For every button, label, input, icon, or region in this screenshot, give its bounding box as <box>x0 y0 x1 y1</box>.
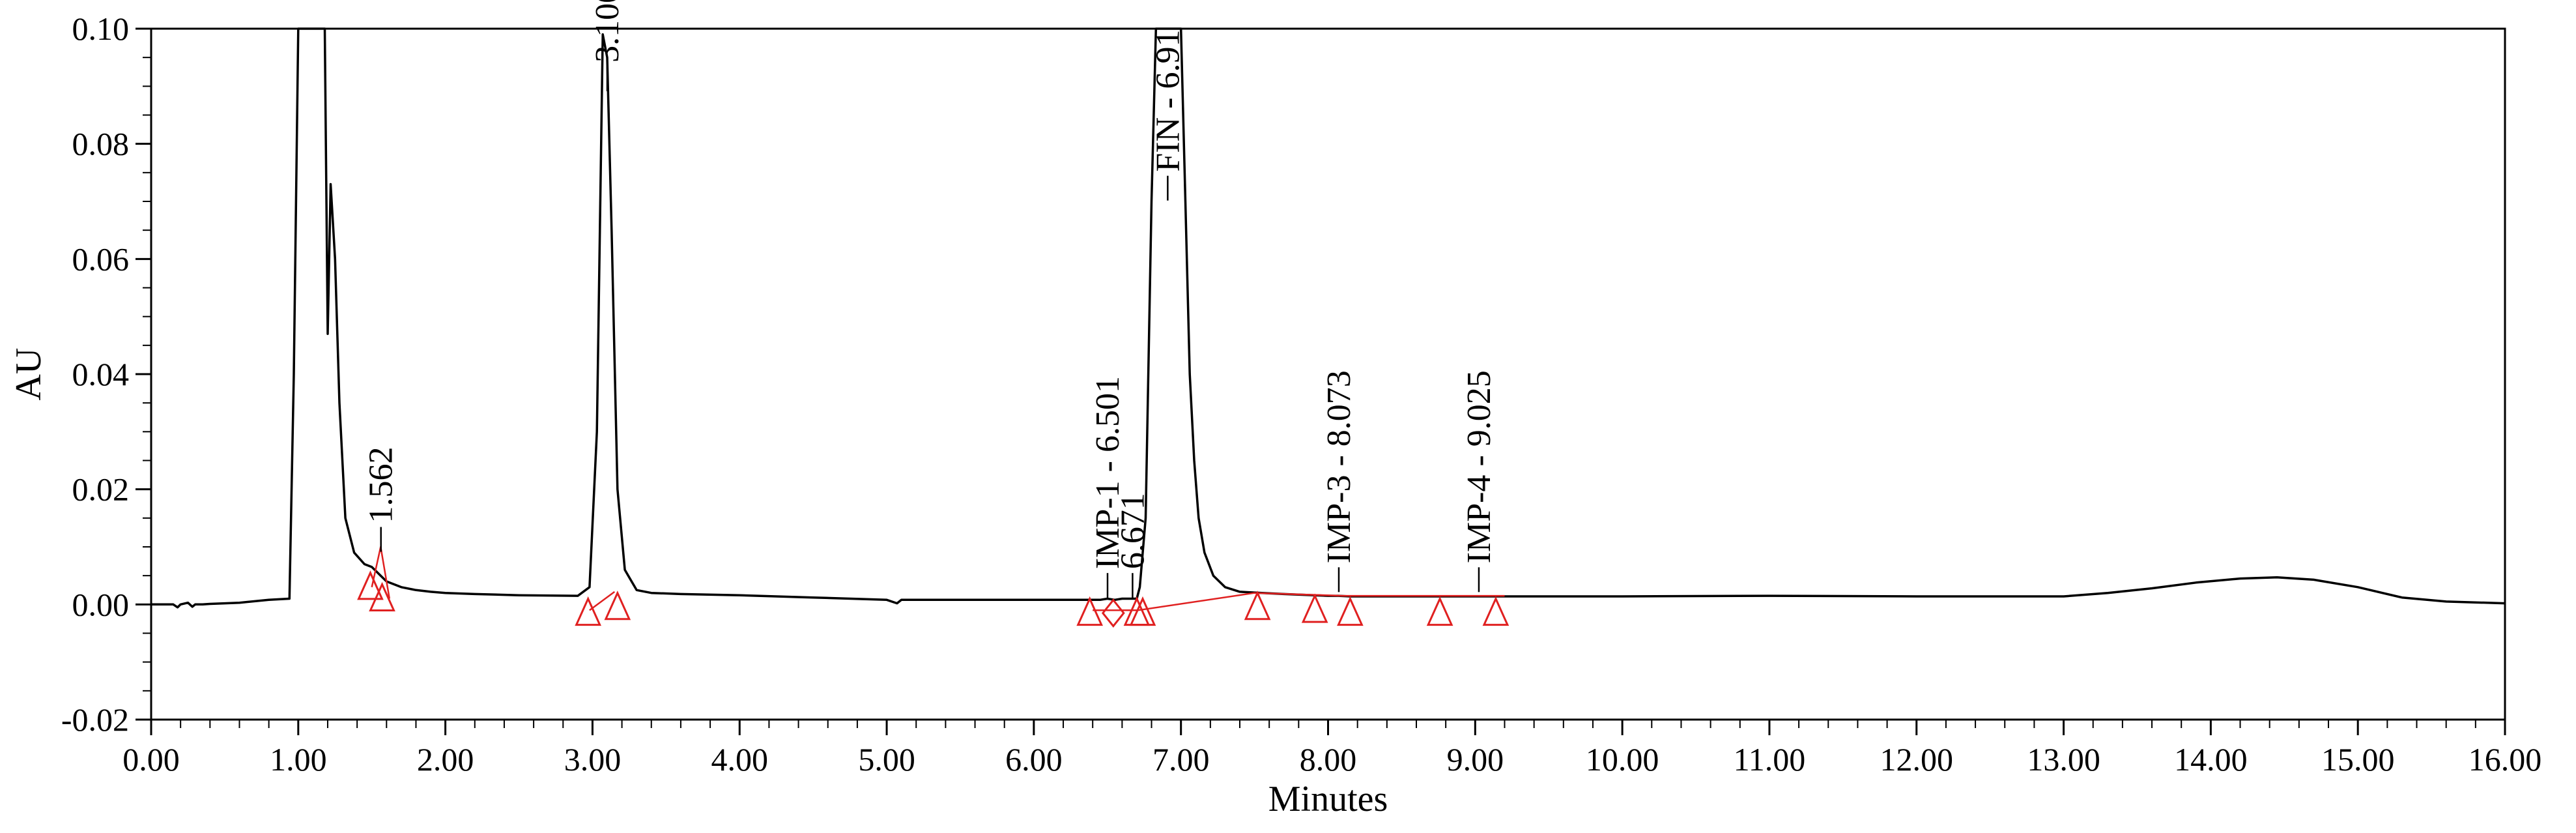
x-tick-label: 9.00 <box>1447 741 1504 778</box>
x-tick-label: 2.00 <box>417 741 474 778</box>
y-tick-label: 0.02 <box>72 471 130 508</box>
x-tick-label: 7.00 <box>1152 741 1210 778</box>
x-tick-label: 12.00 <box>1880 741 1954 778</box>
x-tick-label: 3.00 <box>564 741 622 778</box>
x-tick-label: 6.00 <box>1005 741 1063 778</box>
baseline-segment <box>1138 592 1505 611</box>
peak-label: IMP-4 - 9.025 <box>1461 370 1498 563</box>
x-tick-label: 16.00 <box>2469 741 2542 778</box>
y-axis-title: AU <box>8 348 49 401</box>
integration-triangle-marker <box>1129 596 1156 626</box>
y-tick-label: 0.04 <box>72 356 130 392</box>
x-tick-label: 1.00 <box>270 741 327 778</box>
x-tick-label: 0.00 <box>122 741 180 778</box>
axis-ticks: 0.00 1.00 2.00 3.00 4.00 5.00 6.00 7.00 8.00 9.00… <box>61 10 2541 778</box>
x-tick-label: 14.00 <box>2174 741 2248 778</box>
integration-triangle-marker <box>1076 596 1104 626</box>
x-tick-label: 11.00 <box>1734 741 1806 778</box>
y-tick-label: 0.06 <box>72 241 130 277</box>
integration-triangle-marker <box>357 570 384 600</box>
integration-triangle-marker <box>369 581 395 611</box>
x-tick-label: 8.00 <box>1300 741 1357 778</box>
integration-triangle-marker <box>1482 596 1510 626</box>
x-tick-label: 13.00 <box>2027 741 2100 778</box>
peak-label: 6.671 <box>1114 493 1151 569</box>
peak-label: 3.100 <box>589 0 626 63</box>
integration-triangle-marker <box>1301 593 1328 623</box>
integration-diamond-marker <box>1101 598 1125 628</box>
integration-triangle-marker <box>1337 596 1364 626</box>
y-tick-label: 0.00 <box>72 586 130 622</box>
integration-triangle-marker <box>604 591 631 621</box>
x-axis-title: Minutes <box>1268 779 1388 819</box>
x-tick-label: 10.00 <box>1586 741 1659 778</box>
peak-label: IMP-3 - 8.073 <box>1321 370 1358 563</box>
y-tick-label: 0.10 <box>72 10 130 47</box>
integration-triangle-marker <box>575 596 601 626</box>
plot-frame <box>150 27 2506 721</box>
integration-triangle-marker <box>1244 591 1271 621</box>
y-tick-label: -0.02 <box>61 701 129 738</box>
peak-label: FIN - 6.91 <box>1149 30 1186 172</box>
x-tick-label: 4.00 <box>711 741 769 778</box>
baseline-segment <box>589 591 616 611</box>
y-tick-label: 0.08 <box>72 126 130 162</box>
baseline-segment <box>371 546 391 599</box>
x-tick-label: 5.00 <box>858 741 915 778</box>
peak-label: 1.562 <box>363 447 400 523</box>
integration-triangle-marker <box>1426 596 1453 626</box>
peak-label: IMP-1 - 6.501 <box>1089 376 1126 569</box>
x-tick-label: 15.00 <box>2321 741 2395 778</box>
